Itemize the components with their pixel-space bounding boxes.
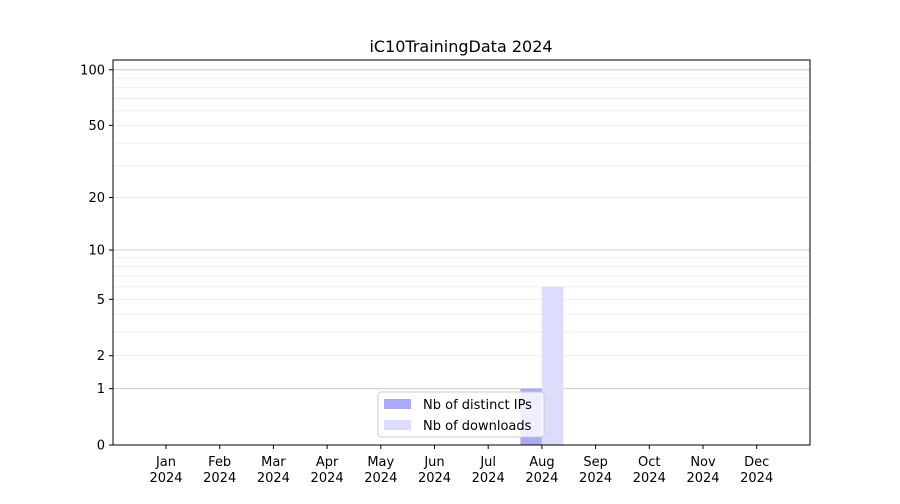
y-axis: 0 1 2 5 10 20 50 100: [80, 63, 113, 454]
legend: Nb of distinct IPs Nb of downloads: [377, 391, 545, 438]
legend-swatch-distinct-ips: [384, 399, 411, 409]
x-tick-label-year: 2024: [579, 471, 612, 486]
x-tick-label-month: Oct: [638, 455, 660, 470]
bar-downloads: [541, 286, 564, 445]
x-tick-label-month: Nov: [690, 455, 716, 470]
x-tick-label-year: 2024: [472, 471, 505, 486]
y-tick-label: 5: [97, 293, 105, 308]
x-tick-label-year: 2024: [311, 471, 344, 486]
x-tick-label-month: May: [367, 455, 394, 470]
y-tick-label: 0: [97, 439, 105, 454]
x-tick-label-month: Aug: [529, 455, 554, 470]
x-tick-label-year: 2024: [203, 471, 236, 486]
x-tick-label-year: 2024: [740, 471, 773, 486]
plot-frame: [112, 59, 811, 446]
x-tick-label-month: Jan: [155, 455, 176, 470]
x-tick-label-year: 2024: [257, 471, 290, 486]
x-axis: Jan2024Feb2024Mar2024Apr2024May2024Jun20…: [149, 445, 773, 486]
x-tick-label-year: 2024: [525, 471, 558, 486]
x-tick-label-month: Sep: [583, 455, 608, 470]
y-tick-label: 100: [80, 63, 105, 78]
y-tick-label: 2: [97, 349, 105, 364]
x-tick-label-year: 2024: [418, 471, 451, 486]
x-tick-label-month: Jun: [423, 455, 444, 470]
legend-label-distinct-ips: Nb of distinct IPs: [423, 398, 532, 413]
x-tick-label-month: Apr: [316, 455, 339, 470]
y-tick-label: 50: [88, 119, 105, 134]
y-tick-label: 10: [88, 244, 105, 259]
legend-label-downloads: Nb of downloads: [423, 419, 532, 434]
x-tick-label-month: Feb: [208, 455, 231, 470]
x-tick-label-year: 2024: [686, 471, 719, 486]
grid-lines: [113, 69, 810, 390]
x-tick-label-year: 2024: [633, 471, 666, 486]
legend-swatch-downloads: [384, 420, 411, 430]
y-tick-label: 20: [88, 191, 105, 206]
y-tick-label: 1: [97, 382, 105, 397]
x-tick-label-month: Jul: [479, 455, 496, 470]
x-tick-label-month: Dec: [744, 455, 769, 470]
x-tick-label-year: 2024: [149, 471, 182, 486]
chart-title: iC10TrainingData 2024: [369, 37, 552, 56]
x-tick-label-month: Mar: [261, 455, 286, 470]
x-tick-label-year: 2024: [364, 471, 397, 486]
legend-frame: [377, 391, 545, 438]
